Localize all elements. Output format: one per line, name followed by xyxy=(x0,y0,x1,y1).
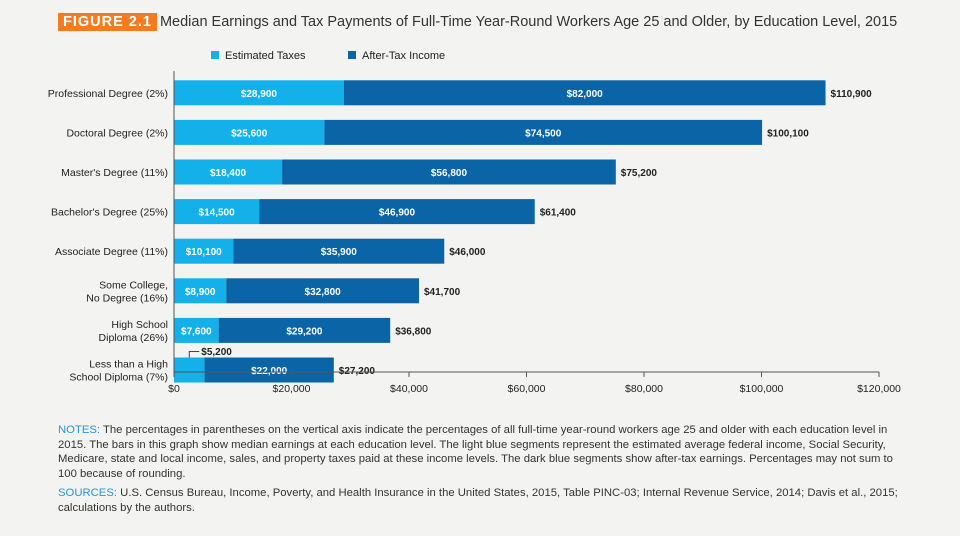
category-label: Some College, No Degree (16%) xyxy=(86,279,168,304)
bar-income xyxy=(226,278,419,304)
bar-total-label: $46,000 xyxy=(449,247,486,258)
bar-label-income: $35,900 xyxy=(321,247,358,258)
y-axis-labels: Professional Degree (2%) Doctoral Degree … xyxy=(48,88,168,384)
x-tick-label: $40,000 xyxy=(390,383,428,395)
category-label: Doctoral Degree (2%) xyxy=(66,127,168,139)
bar-total-label: $75,200 xyxy=(621,168,658,179)
x-tick-label: $120,000 xyxy=(857,383,901,395)
legend-label: Estimated Taxes xyxy=(225,50,306,62)
stacked-bar-chart: Estimated Taxes After-Tax Income Professi… xyxy=(48,50,901,395)
bar-income xyxy=(259,199,535,225)
category-label-line: Doctoral Degree (2%) xyxy=(66,127,168,139)
x-tick-label: $20,000 xyxy=(273,383,311,395)
bar-label-income: $82,000 xyxy=(567,89,604,100)
callout-line xyxy=(188,351,200,358)
bar-label-income: $32,800 xyxy=(305,287,342,298)
bar-label-income: $56,800 xyxy=(431,168,468,179)
x-tick-label: $60,000 xyxy=(508,383,546,395)
bar-label-taxes: $5,200 xyxy=(201,347,232,358)
bar-income xyxy=(282,159,616,185)
category-label: Associate Degree (11%) xyxy=(55,246,168,258)
bar-label-taxes: $14,500 xyxy=(199,208,236,219)
sources-label: SOURCES: xyxy=(58,487,118,499)
category-label: Professional Degree (2%) xyxy=(48,88,168,100)
legend-swatch xyxy=(211,51,219,59)
bar-taxes xyxy=(174,238,234,264)
figure-title: Median Earnings and Tax Payments of Full… xyxy=(159,14,898,30)
x-tick-label: $0 xyxy=(168,383,180,395)
bar-taxes xyxy=(174,357,205,383)
bar-label-income: $29,200 xyxy=(286,326,323,337)
bar-label-taxes: $28,900 xyxy=(241,89,278,100)
bar-taxes xyxy=(174,278,227,304)
bars: $28,900 $82,000 $110,900 $25,600 $74,500 $100… xyxy=(174,80,873,383)
bar-label-taxes: $8,900 xyxy=(185,287,216,298)
category-label: Master's Degree (11%) xyxy=(61,167,168,179)
bar-taxes xyxy=(174,119,325,145)
bar-label-taxes: $18,400 xyxy=(210,168,247,179)
bar-total-label: $110,900 xyxy=(831,89,873,100)
category-label-line: School Diploma (7%) xyxy=(69,372,168,384)
legend-swatch xyxy=(348,51,356,59)
sources-text: U.S. Census Bureau, Income, Poverty, and… xyxy=(58,487,898,514)
bar-label-income: $46,900 xyxy=(379,208,416,219)
notes-label: NOTES: xyxy=(58,424,101,436)
bar-taxes xyxy=(174,159,283,185)
bar-total-label: $100,100 xyxy=(767,128,809,139)
x-tick-label: $100,000 xyxy=(740,383,784,395)
category-label: Less than a High School Diploma (7%) xyxy=(69,359,168,384)
category-label-line: Diploma (26%) xyxy=(99,332,168,344)
bar-income xyxy=(204,357,334,383)
bar-total-label: $41,700 xyxy=(424,287,461,298)
category-label-line: No Degree (16%) xyxy=(86,292,168,304)
bar-income xyxy=(324,119,763,145)
bar-income xyxy=(233,238,445,264)
bar-label-taxes: $7,600 xyxy=(181,326,212,337)
sources: SOURCES: U.S. Census Bureau, Income, Pov… xyxy=(58,486,908,515)
notes-text: The percentages in parentheses on the ve… xyxy=(58,424,893,480)
bar-label-taxes: $10,100 xyxy=(186,247,223,258)
legend: Estimated Taxes After-Tax Income xyxy=(211,50,445,62)
bar-income xyxy=(218,317,391,343)
category-label-line: Some College, xyxy=(99,279,168,291)
bar-label-taxes: $25,600 xyxy=(231,128,268,139)
bar-taxes xyxy=(174,317,219,343)
legend-label: After-Tax Income xyxy=(362,50,445,62)
category-label-line: High School xyxy=(111,319,168,331)
category-label-line: Bachelor's Degree (25%) xyxy=(51,207,168,219)
x-axis: $0 $20,000 $40,000 $60,000 $80,000 $100,000 $1… xyxy=(168,71,901,395)
category-label-line: Less than a High xyxy=(89,359,168,371)
x-tick-label: $80,000 xyxy=(625,383,663,395)
category-label-line: Master's Degree (11%) xyxy=(61,167,168,179)
category-label: Bachelor's Degree (25%) xyxy=(51,207,168,219)
bar-income xyxy=(343,80,826,106)
bar-taxes xyxy=(174,80,344,106)
notes: NOTES: The percentages in parentheses on… xyxy=(58,423,908,481)
figure-header: FIGURE 2.1 Median Earnings and Tax Paymen… xyxy=(58,13,898,31)
figure-label: FIGURE 2.1 xyxy=(58,13,157,31)
bar-label-income: $74,500 xyxy=(525,128,562,139)
category-label: High School Diploma (26%) xyxy=(99,319,168,344)
bar-total-label: $36,800 xyxy=(395,326,432,337)
category-label-line: Associate Degree (11%) xyxy=(55,246,168,258)
bar-total-label: $61,400 xyxy=(540,208,577,219)
category-label-line: Professional Degree (2%) xyxy=(48,88,168,100)
bar-taxes xyxy=(174,199,260,225)
